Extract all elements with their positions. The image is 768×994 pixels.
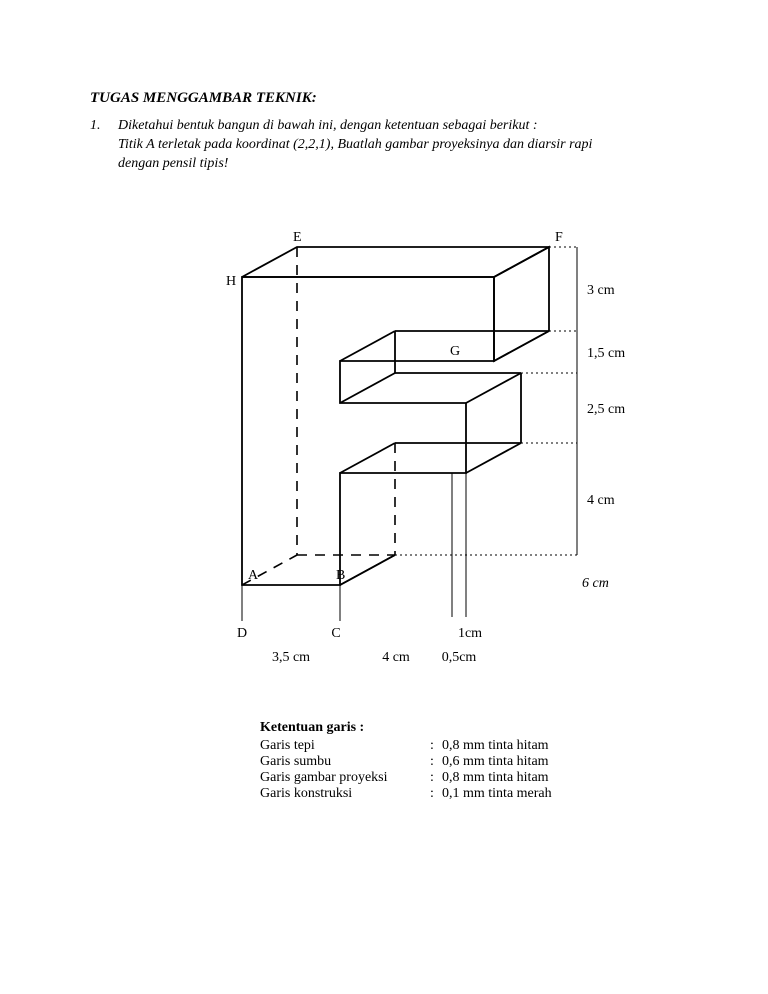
svg-text:3,5 cm: 3,5 cm	[271, 650, 309, 665]
question-block: 1. Diketahui bentuk bangun di bawah ini,…	[90, 117, 683, 174]
question-line2: Titik A terletak pada koordinat (2,2,1),…	[118, 137, 592, 152]
svg-text:C: C	[331, 626, 340, 641]
svg-text:D: D	[236, 626, 246, 641]
svg-text:1cm: 1cm	[457, 626, 481, 641]
svg-text:B: B	[336, 568, 345, 583]
svg-text:0,5cm: 0,5cm	[441, 650, 476, 665]
svg-text:6 cm: 6 cm	[582, 576, 609, 591]
spec-row: Garis gambar proyeksi : 0,8 mm tinta hit…	[260, 770, 683, 786]
svg-text:A: A	[248, 568, 259, 583]
svg-text:G: G	[450, 344, 460, 359]
question-number: 1.	[90, 117, 118, 174]
svg-text:4 cm: 4 cm	[587, 493, 615, 508]
spec-row: Garis tepi : 0,8 mm tinta hitam	[260, 738, 683, 754]
question-line3: dengan pensil tipis!	[118, 156, 228, 171]
svg-text:E: E	[293, 230, 302, 245]
technical-diagram: 3 cm 1,5 cm 2,5 cm 4 cm 6 cm E F H G A B C D 3,5 cm 4 …	[147, 192, 627, 712]
spec-header: Ketentuan garis :	[260, 720, 683, 736]
svg-text:F: F	[555, 230, 563, 245]
question-line1: Diketahui bentuk bangun di bawah ini, de…	[118, 118, 538, 133]
svg-text:H: H	[226, 274, 236, 289]
svg-text:1,5 cm: 1,5 cm	[587, 346, 625, 361]
page-title: TUGAS MENGGAMBAR TEKNIK:	[90, 90, 683, 107]
svg-text:2,5 cm: 2,5 cm	[587, 402, 625, 417]
spec-row: Garis konstruksi : 0,1 mm tinta merah	[260, 786, 683, 802]
svg-text:3 cm: 3 cm	[587, 283, 615, 298]
svg-text:4 cm: 4 cm	[382, 650, 410, 665]
spec-row: Garis sumbu : 0,6 mm tinta hitam	[260, 754, 683, 770]
line-spec-table: Ketentuan garis : Garis tepi : 0,8 mm ti…	[260, 720, 683, 802]
